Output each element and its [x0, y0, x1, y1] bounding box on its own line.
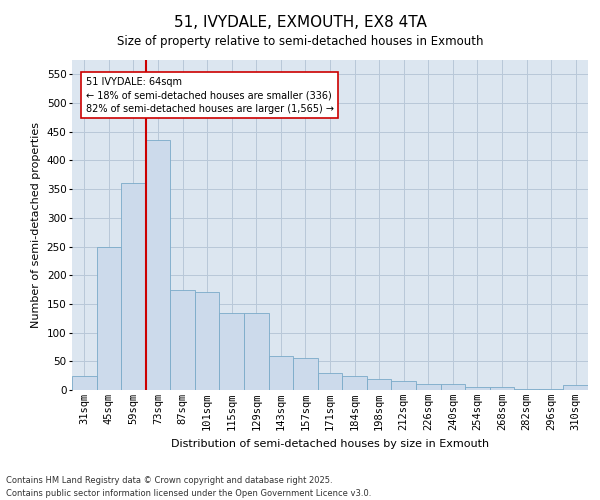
Bar — [391, 382, 416, 390]
Bar — [416, 384, 440, 390]
Bar — [539, 389, 563, 390]
Text: Contains HM Land Registry data © Crown copyright and database right 2025.
Contai: Contains HM Land Registry data © Crown c… — [6, 476, 371, 498]
Bar — [244, 312, 269, 390]
Text: Size of property relative to semi-detached houses in Exmouth: Size of property relative to semi-detach… — [117, 35, 483, 48]
Bar — [440, 384, 465, 390]
Text: 51, IVYDALE, EXMOUTH, EX8 4TA: 51, IVYDALE, EXMOUTH, EX8 4TA — [173, 15, 427, 30]
Bar — [490, 387, 514, 390]
Bar — [342, 376, 367, 390]
Bar — [563, 386, 588, 390]
Text: 51 IVYDALE: 64sqm
← 18% of semi-detached houses are smaller (336)
82% of semi-de: 51 IVYDALE: 64sqm ← 18% of semi-detached… — [86, 77, 334, 114]
Bar — [367, 378, 391, 390]
Bar — [514, 389, 539, 390]
Bar — [220, 312, 244, 390]
X-axis label: Distribution of semi-detached houses by size in Exmouth: Distribution of semi-detached houses by … — [171, 438, 489, 448]
Y-axis label: Number of semi-detached properties: Number of semi-detached properties — [31, 122, 41, 328]
Bar — [97, 246, 121, 390]
Bar — [170, 290, 195, 390]
Bar — [121, 184, 146, 390]
Bar — [72, 376, 97, 390]
Bar — [269, 356, 293, 390]
Bar — [465, 387, 490, 390]
Bar — [195, 292, 220, 390]
Bar — [146, 140, 170, 390]
Bar — [318, 373, 342, 390]
Bar — [293, 358, 318, 390]
